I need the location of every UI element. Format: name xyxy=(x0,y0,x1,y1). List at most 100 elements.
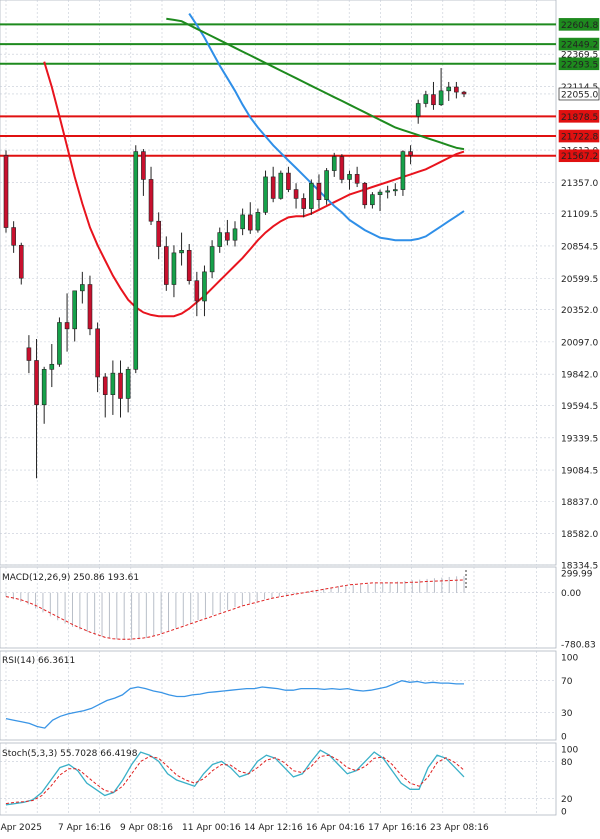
candle xyxy=(331,152,337,177)
time-tick-label: 11 Apr 00:16 xyxy=(182,823,241,833)
price-tick-label: 20097.0 xyxy=(561,338,598,348)
candle xyxy=(240,208,245,236)
candle xyxy=(95,322,100,393)
price-tag: 22604.8 xyxy=(558,18,600,31)
candle xyxy=(11,221,16,253)
stoch-k-line xyxy=(5,749,465,806)
candle xyxy=(72,290,77,342)
candle xyxy=(354,166,360,188)
candle xyxy=(102,373,108,418)
rsi-panel[interactable]: 100 70 30 0 RSI(14) 66.3611 xyxy=(0,650,578,743)
candle xyxy=(263,170,268,215)
rsi-tick-label: 70 xyxy=(561,677,573,687)
macd-label: MACD(12,26,9) 250.86 193.61 xyxy=(2,573,139,583)
candle xyxy=(339,154,345,184)
price-panel[interactable]: 22604.822449.222369.522293.522114.522055… xyxy=(0,0,600,572)
candle xyxy=(194,271,200,317)
price-tag: 22293.5 xyxy=(558,57,600,70)
stoch-tick-label: 80 xyxy=(561,758,573,768)
candle xyxy=(454,81,459,99)
price-tag: 21567.2 xyxy=(558,149,600,162)
macd-tick-label: -780.83 xyxy=(561,641,596,651)
stoch-grid xyxy=(0,742,557,816)
stoch-panel[interactable]: 100 80 20 0 Stoch(5,3,3) 55.7028 66.4198 xyxy=(0,742,578,818)
candle xyxy=(217,227,223,253)
ma-fast-line xyxy=(43,61,465,318)
candle xyxy=(270,166,276,203)
candle xyxy=(3,150,9,233)
candle xyxy=(186,244,192,285)
candles xyxy=(3,68,467,479)
price-tag-label: 21878.5 xyxy=(561,113,598,123)
candle xyxy=(179,232,184,266)
candle xyxy=(278,170,284,200)
price-tick-label: 21357.0 xyxy=(561,179,598,189)
rsi-label: RSI(14) 66.3611 xyxy=(2,656,75,666)
time-tick-label: 23 Apr 08:16 xyxy=(430,823,489,833)
time-tick-label: 7 Apr 16:16 xyxy=(58,823,111,833)
candle xyxy=(392,183,398,196)
candle xyxy=(57,317,62,367)
candle xyxy=(41,366,47,424)
candle xyxy=(362,181,368,209)
time-tick-label: 17 Apr 16:16 xyxy=(368,823,427,833)
price-levels xyxy=(0,23,556,157)
stoch-tick-label: 20 xyxy=(561,795,573,805)
macd-plot xyxy=(5,576,465,641)
candle xyxy=(232,221,238,247)
candle xyxy=(400,150,406,196)
candle xyxy=(133,145,139,374)
price-tick-label: 19084.5 xyxy=(561,467,598,477)
candle xyxy=(377,189,383,212)
candle xyxy=(408,145,413,165)
price-tag-label: 22293.5 xyxy=(561,60,598,70)
candle xyxy=(370,192,375,209)
price-tick-label: 19339.5 xyxy=(561,434,598,444)
stoch-label: Stoch(5,3,3) 55.7028 66.4198 xyxy=(2,749,138,759)
candle xyxy=(49,344,55,388)
price-tag: 22055.0 xyxy=(558,87,600,100)
candle xyxy=(171,245,177,298)
candle xyxy=(385,185,390,199)
candle xyxy=(110,360,116,415)
ma-slow-line xyxy=(166,17,465,151)
stoch-axis: 100 80 20 0 xyxy=(561,746,578,818)
candle xyxy=(255,208,261,233)
price-tag: 21878.5 xyxy=(558,110,600,123)
candle xyxy=(125,366,131,413)
candle xyxy=(293,183,299,209)
candle xyxy=(18,242,24,285)
price-tick-label: 19594.5 xyxy=(561,402,598,412)
price-tick-label: 21109.5 xyxy=(561,210,598,220)
candle xyxy=(202,265,207,317)
macd-panel[interactable]: 299.99 0.00 -780.83 MACD(12,26,9) 250.86 1… xyxy=(0,566,596,651)
candle xyxy=(423,90,429,108)
stoch-plot xyxy=(5,749,465,806)
macd-grid xyxy=(0,566,557,649)
price-axis: 22604.822449.222369.522293.522114.522055… xyxy=(558,18,600,572)
candle xyxy=(301,193,307,218)
candle xyxy=(34,338,39,479)
stoch-tick-label: 100 xyxy=(561,746,578,756)
price-tick-label: 19842.0 xyxy=(561,371,598,381)
time-tick-label: 14 Apr 12:16 xyxy=(244,823,303,833)
macd-signal-line xyxy=(5,579,465,640)
price-tick-label: 20599.5 xyxy=(561,275,598,285)
price-tag-label: 22604.8 xyxy=(561,21,598,31)
macd-axis: 299.99 0.00 -780.83 xyxy=(561,570,596,651)
price-tag: 21722.8 xyxy=(558,129,600,143)
candle xyxy=(324,168,329,205)
candle xyxy=(431,81,436,110)
rsi-grid xyxy=(0,650,557,741)
time-axis: 4 Apr 2025 7 Apr 16:16 9 Apr 08:16 11 Apr 0… xyxy=(0,823,489,833)
price-tick-label: 22369.5 xyxy=(561,51,598,61)
candle xyxy=(415,99,421,124)
time-tick-label: 4 Apr 2025 xyxy=(0,823,42,833)
candle xyxy=(64,293,70,352)
rsi-tick-label: 100 xyxy=(561,654,578,664)
candle xyxy=(209,240,215,279)
candle xyxy=(286,166,291,193)
rsi-plot xyxy=(5,680,464,729)
candle xyxy=(164,236,169,291)
candle xyxy=(446,81,452,101)
